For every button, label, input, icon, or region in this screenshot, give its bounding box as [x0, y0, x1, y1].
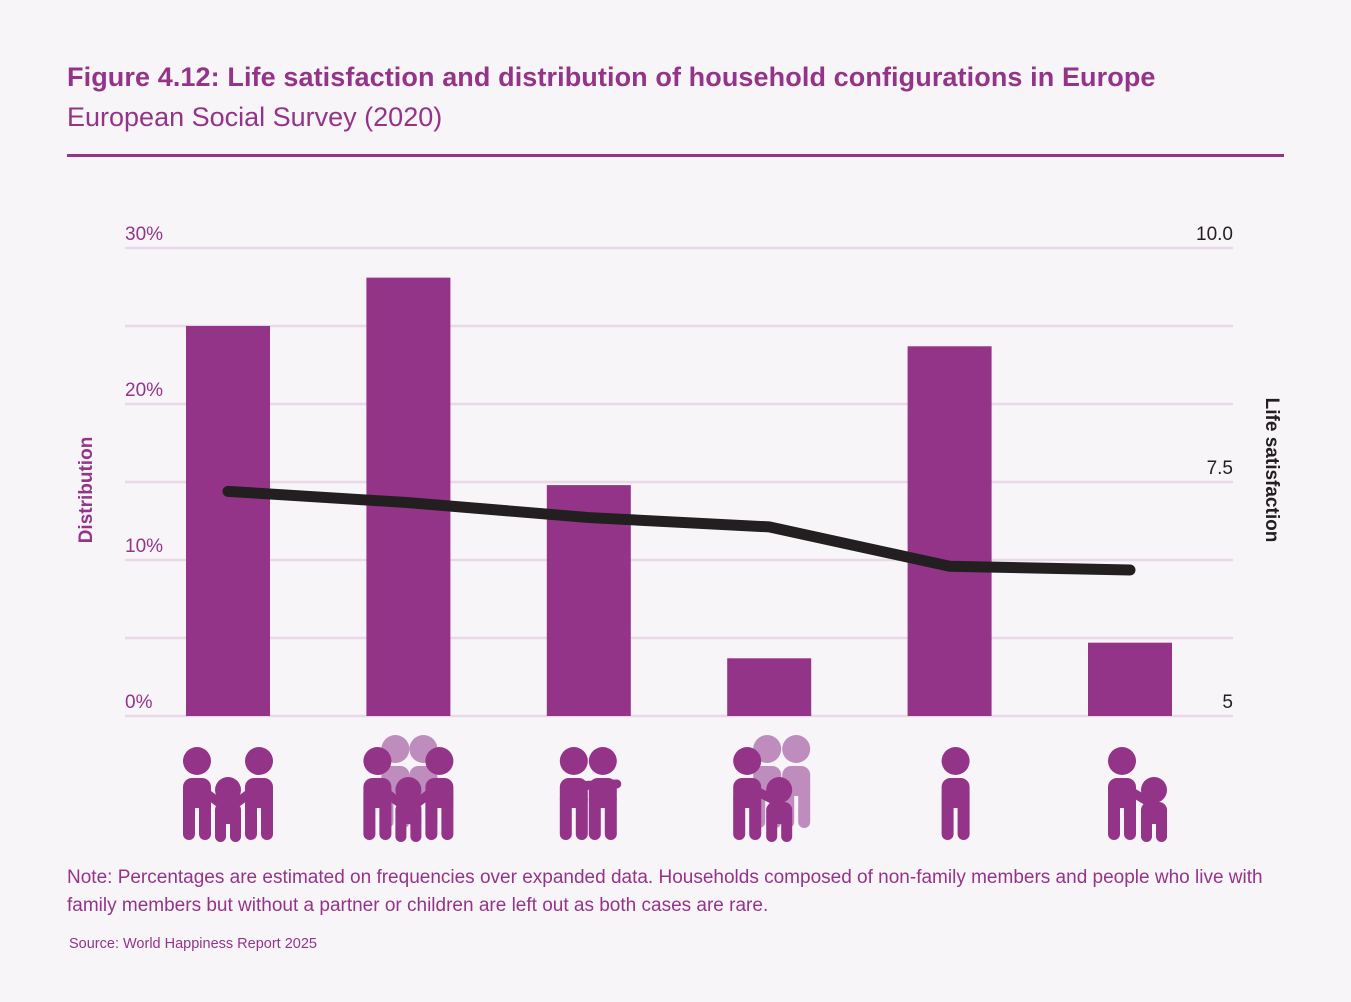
adult-figure — [183, 747, 211, 840]
bars — [186, 277, 1172, 716]
adult-with-child-icon — [1108, 747, 1167, 842]
child-figure — [766, 777, 793, 842]
two-adults-icon — [559, 747, 622, 840]
right-tick-label: 5 — [1222, 692, 1233, 713]
left-tick-label: 30% — [125, 224, 163, 245]
right-axis-label: Life satisfaction — [1261, 398, 1282, 543]
adult-figure — [941, 747, 970, 840]
adult-figure — [245, 747, 273, 840]
life-satisfaction-line — [222, 485, 1136, 576]
adult-figure — [559, 747, 588, 840]
left-tick-label: 10% — [125, 536, 163, 557]
left-tick-label: 20% — [125, 380, 163, 401]
chart-source: Source: World Happiness Report 2025 — [69, 936, 317, 952]
child-figure — [215, 777, 241, 842]
adult-figure — [1108, 747, 1136, 840]
left-axis-label: Distribution — [76, 437, 97, 544]
bar-1 — [186, 326, 270, 716]
child-figure — [395, 777, 422, 842]
left-axis-ticks: 0% 10% 20% 30% — [125, 224, 163, 713]
gridlines — [125, 246, 1233, 718]
two-adults-one-child-with-extended-family-icon — [363, 735, 454, 842]
chart-note: Note: Percentages are estimated on frequ… — [67, 867, 1263, 916]
bar-5 — [907, 346, 992, 716]
adult-child-with-extended-family-icon — [733, 735, 811, 842]
left-tick-label: 0% — [125, 692, 153, 713]
two-adults-one-child-icon — [183, 747, 273, 842]
adult-figure — [588, 747, 617, 840]
bar-6 — [1088, 642, 1172, 716]
single-adult-icon — [941, 747, 970, 840]
bar-4 — [727, 658, 812, 716]
right-tick-label: 7.5 — [1207, 458, 1233, 479]
right-axis-ticks: 5 7.5 10.0 — [1196, 224, 1233, 713]
category-icons — [183, 735, 1167, 842]
life-satisfaction-series — [222, 485, 1136, 576]
child-figure — [1141, 777, 1167, 842]
adult-figure — [363, 747, 392, 840]
figure-title: Figure 4.12: Life satisfaction and distr… — [67, 62, 1156, 92]
title-divider — [67, 154, 1284, 157]
right-tick-label: 10.0 — [1196, 224, 1233, 245]
figure-subtitle: European Social Survey (2020) — [67, 102, 443, 132]
adult-figure — [425, 747, 454, 840]
adult-figure — [733, 747, 762, 840]
